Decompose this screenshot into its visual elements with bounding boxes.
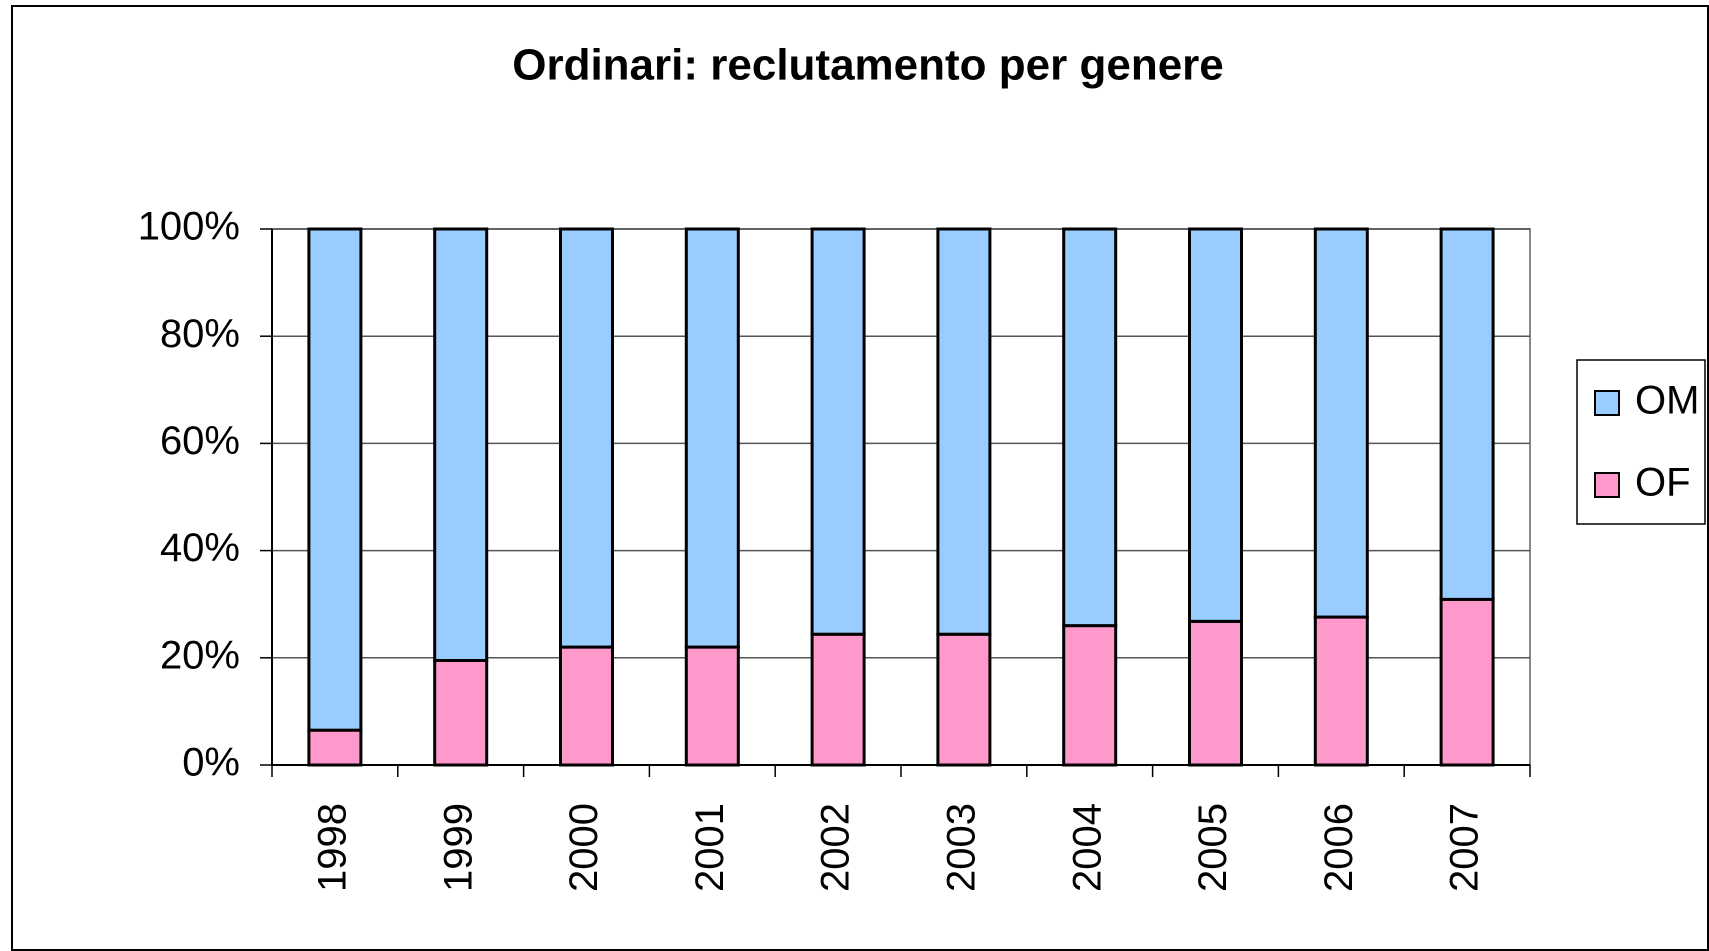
bar-segment xyxy=(1188,227,1243,623)
bar-segment xyxy=(559,645,614,767)
y-tick-label: 0% xyxy=(182,741,240,785)
x-tick-label: 2006 xyxy=(1317,803,1361,892)
x-tick-label: 2002 xyxy=(814,803,858,892)
bar-segment xyxy=(433,227,489,662)
y-tick-label: 40% xyxy=(160,526,240,570)
bar-segment xyxy=(684,645,740,767)
y-tick-label: 100% xyxy=(138,205,240,249)
bar-segment xyxy=(1188,619,1243,767)
bar-segment xyxy=(936,632,992,767)
x-tick-label: 2007 xyxy=(1443,803,1487,892)
bar-segment xyxy=(1313,615,1369,767)
y-tick-label: 80% xyxy=(160,312,240,356)
bar-segment xyxy=(810,227,866,636)
bar-segment xyxy=(684,227,740,649)
x-tick-label: 2005 xyxy=(1191,803,1235,892)
bar-segment xyxy=(1062,227,1118,628)
x-tick-label: 1999 xyxy=(436,803,480,892)
bar-segment xyxy=(559,227,614,649)
bar-segment xyxy=(307,728,363,767)
x-tick-label: 1998 xyxy=(310,803,354,892)
legend-swatch xyxy=(1594,472,1620,498)
x-tick-label: 2000 xyxy=(562,803,606,892)
x-tick-label: 2003 xyxy=(939,803,983,892)
bar-segment xyxy=(307,227,363,732)
legend-swatch xyxy=(1594,390,1620,416)
bar-segment xyxy=(1313,227,1369,619)
bar-segment xyxy=(810,632,866,767)
chart-title: Ordinari: reclutamento per genere xyxy=(512,41,1224,90)
x-tick-label: 2004 xyxy=(1065,803,1109,892)
x-tick-label: 2001 xyxy=(688,803,732,892)
y-tick-label: 60% xyxy=(160,419,240,463)
legend-label: OM xyxy=(1635,379,1699,423)
bar-segment xyxy=(936,227,992,636)
bar-segment xyxy=(433,658,489,767)
bar-segment xyxy=(1062,624,1118,767)
bar-segment xyxy=(1439,597,1495,767)
bar-segment xyxy=(1439,227,1495,601)
legend-label: OF xyxy=(1635,461,1691,505)
y-tick-label: 20% xyxy=(160,633,240,677)
